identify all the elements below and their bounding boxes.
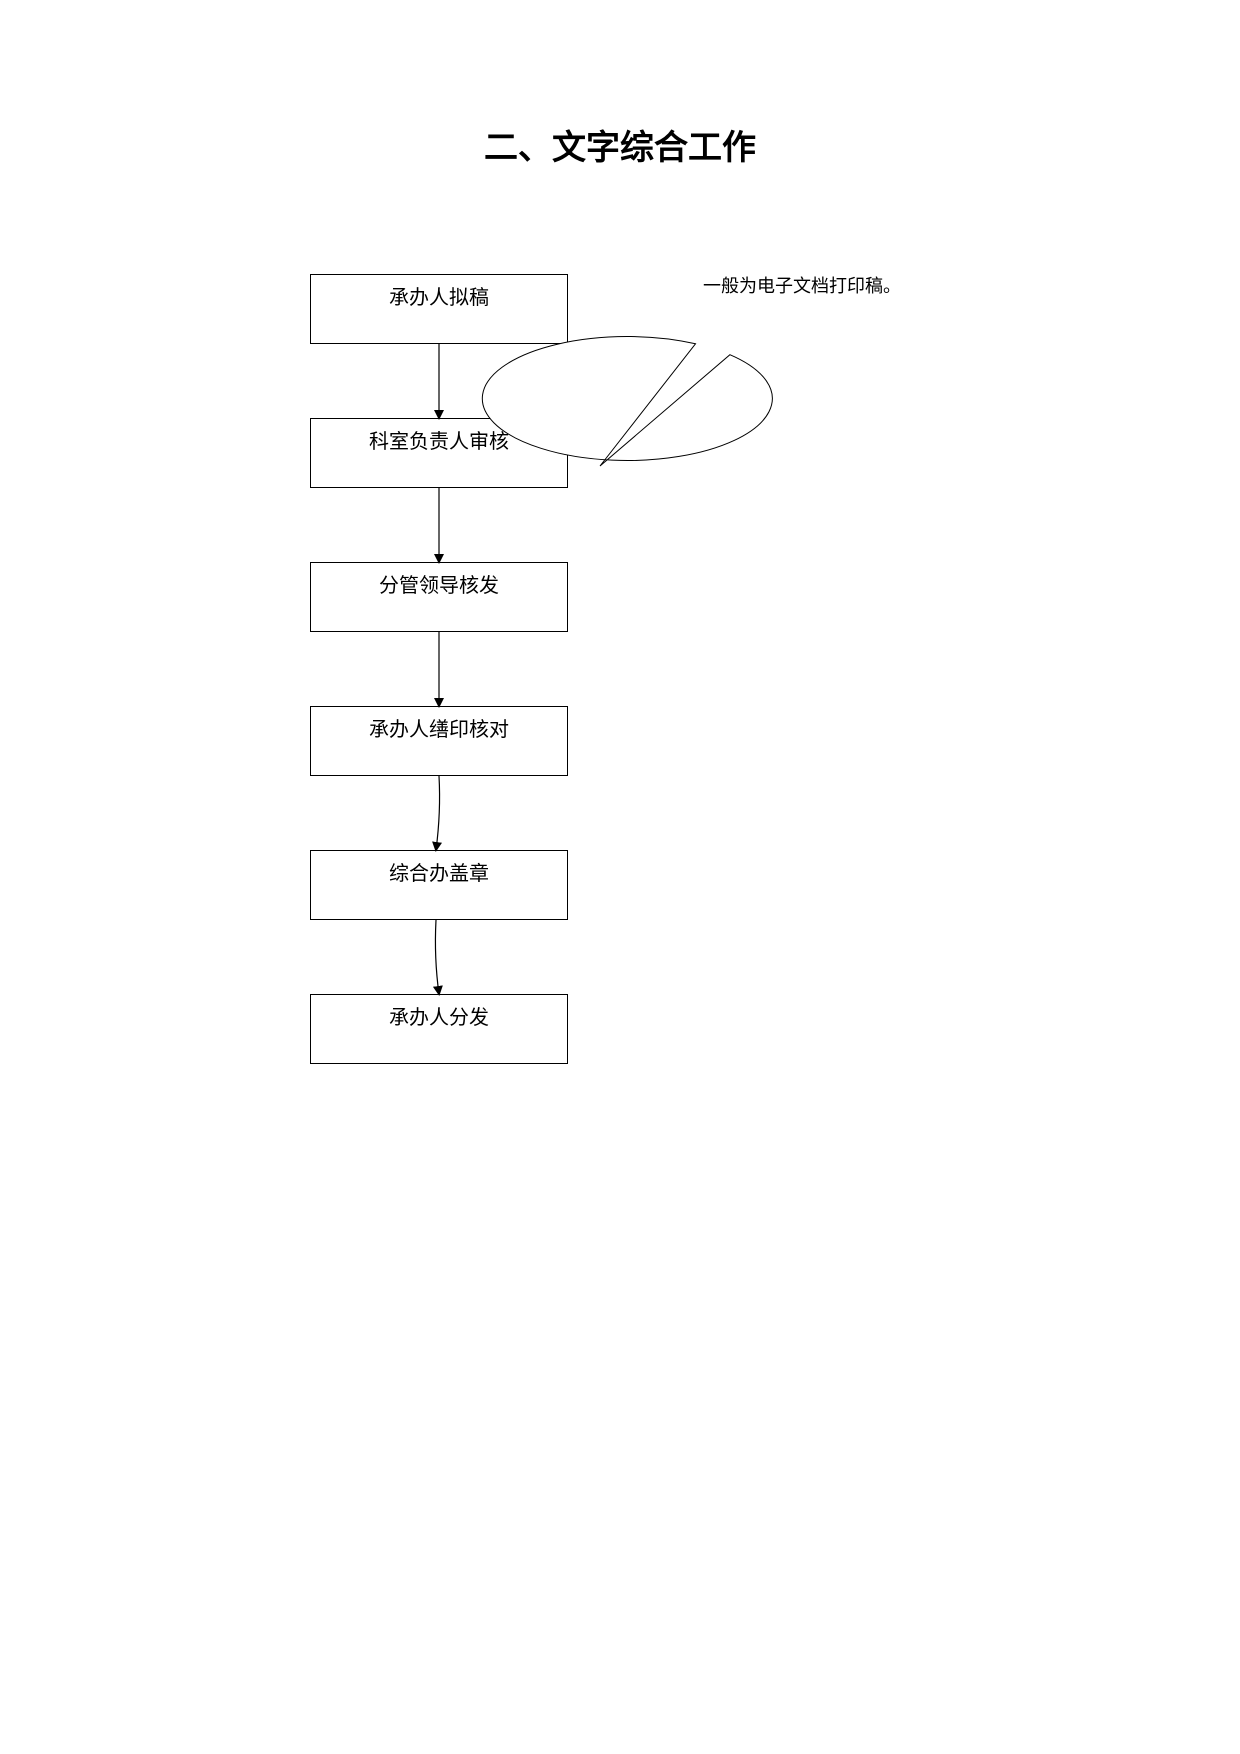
flow-node-3-label: 分管领导核发 xyxy=(311,563,567,598)
flow-node-2: 科室负责人审核 xyxy=(310,418,568,488)
flow-node-6: 承办人分发 xyxy=(310,994,568,1064)
flow-node-4-label: 承办人缮印核对 xyxy=(311,707,567,742)
flow-node-5-label: 综合办盖章 xyxy=(311,851,567,886)
flow-node-4: 承办人缮印核对 xyxy=(310,706,568,776)
flow-node-1: 承办人拟稿 xyxy=(310,274,568,344)
flow-node-5: 综合办盖章 xyxy=(310,850,568,920)
flow-node-6-label: 承办人分发 xyxy=(311,995,567,1030)
flow-node-3: 分管领导核发 xyxy=(310,562,568,632)
flow-node-2-label: 科室负责人审核 xyxy=(311,419,567,454)
flow-node-1-label: 承办人拟稿 xyxy=(311,275,567,310)
page-title: 二、文字综合工作 xyxy=(0,120,1240,169)
diagram-overlay xyxy=(0,0,1240,1754)
callout-text: 一般为电子文档打印稿。 xyxy=(662,272,942,298)
